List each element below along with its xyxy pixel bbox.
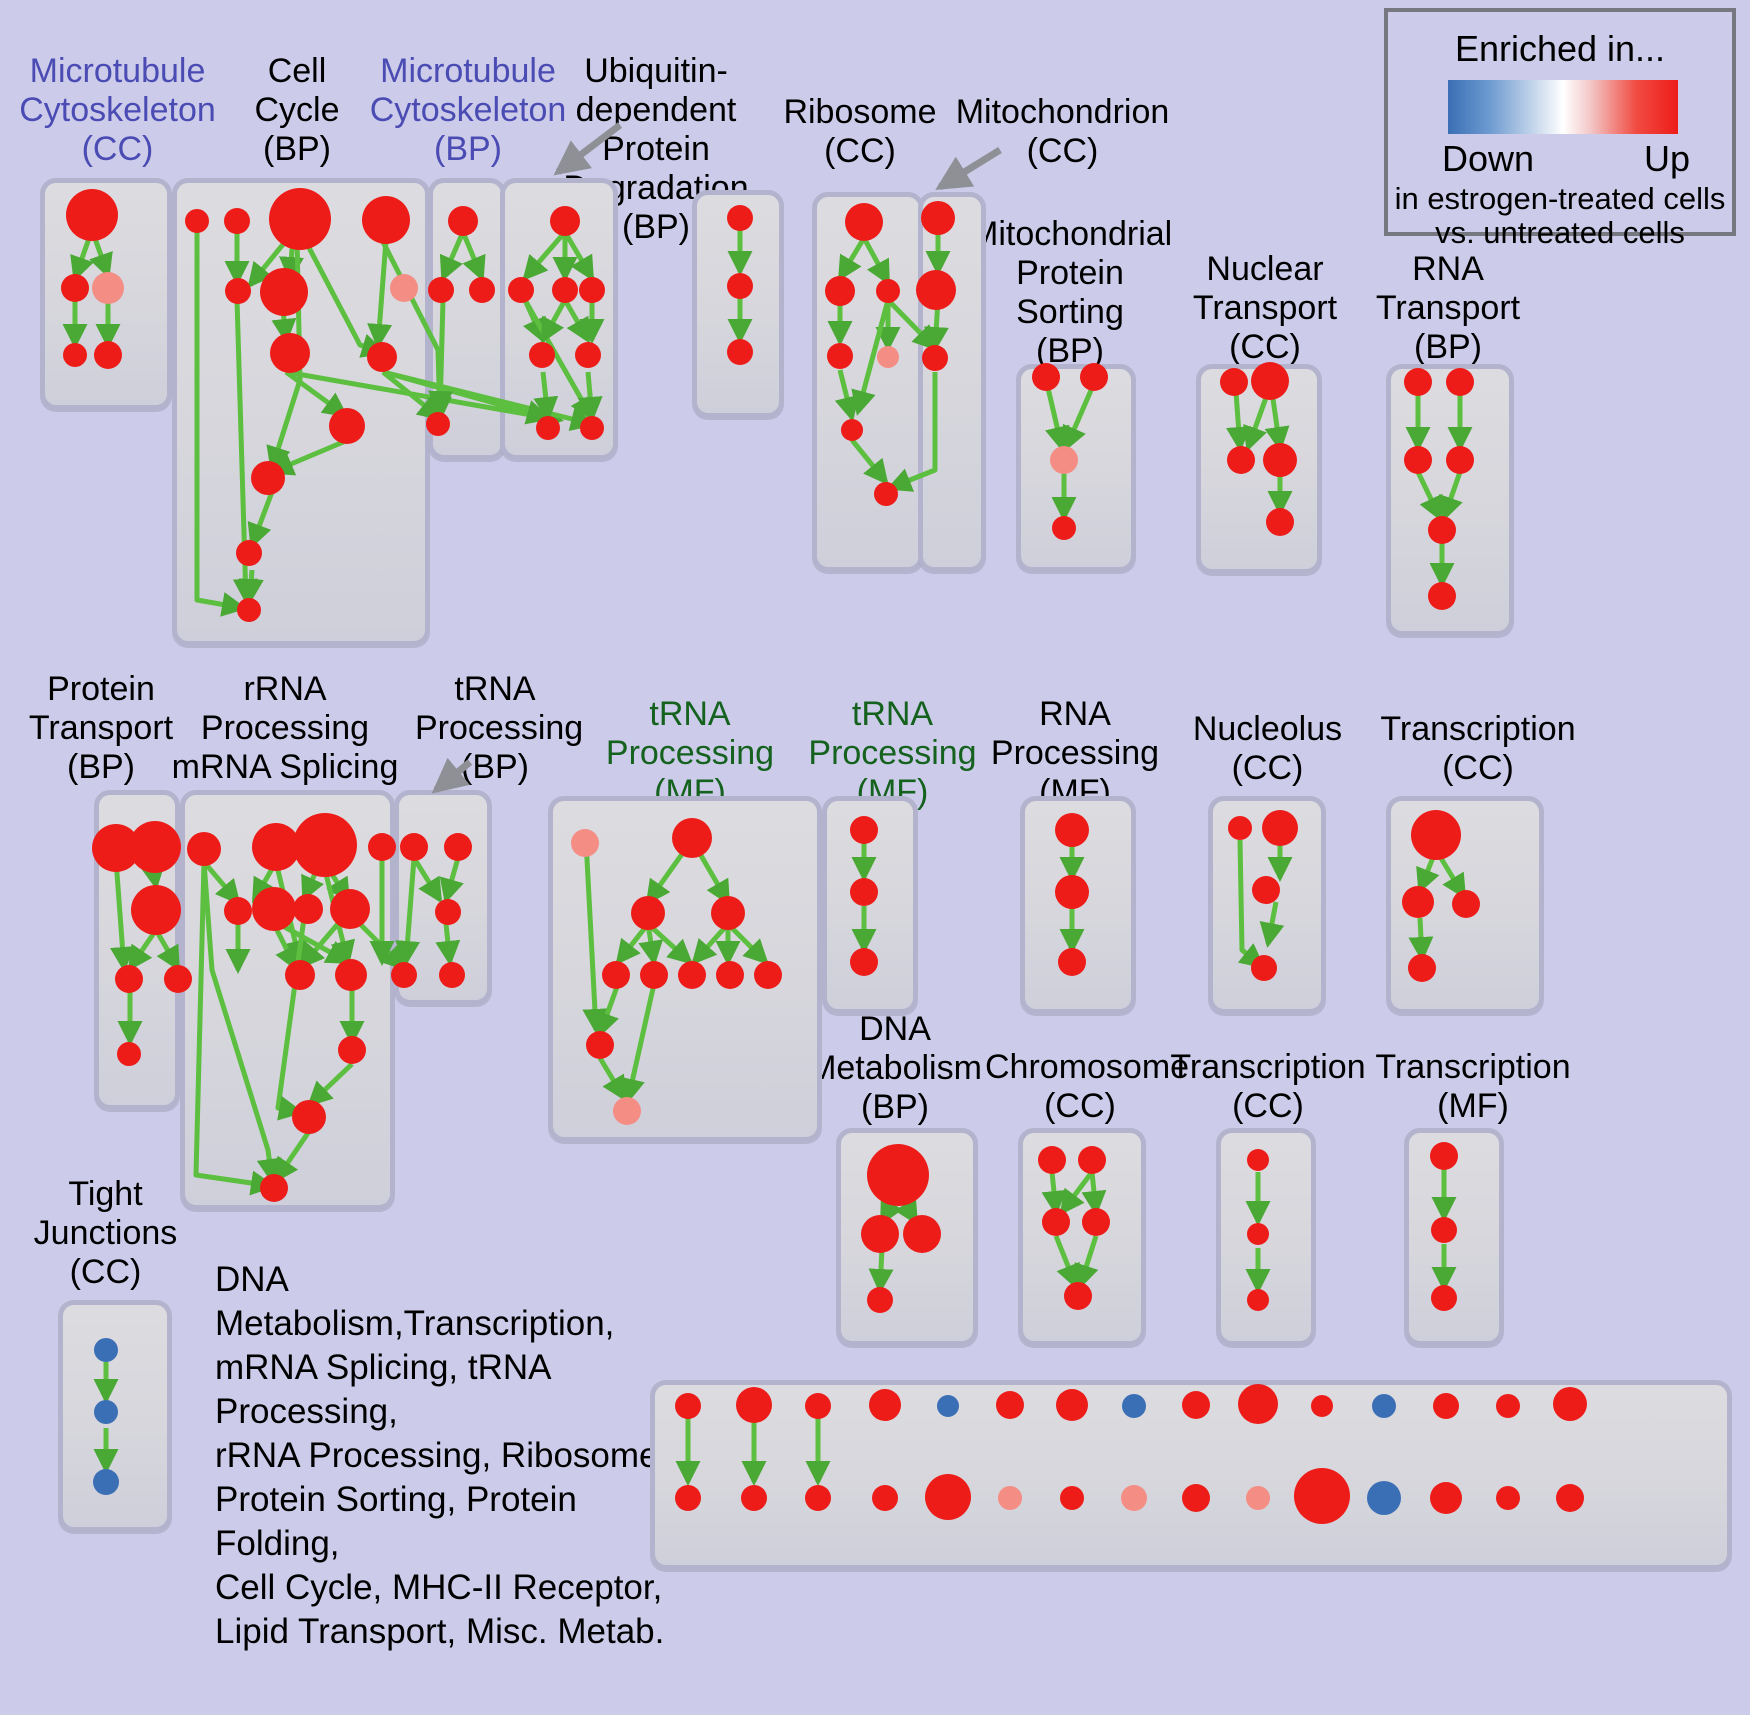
cluster-box-mixed-unlabeled-strip[interactable] [650, 1380, 1732, 1570]
cluster-box-ubiquitin-chain-bp[interactable] [692, 190, 784, 418]
cluster-box-ubiquitin-degradation-bp[interactable] [500, 178, 618, 460]
cluster-label-cell-cycle-bp: Cell Cycle (BP) [254, 52, 340, 168]
legend-title: Enriched in... [1454, 28, 1666, 69]
legend-colorbar [1448, 80, 1678, 134]
cluster-label-ribosome-cc: Ribosome (CC) [783, 93, 937, 170]
cluster-box-mitochondrion-cc[interactable] [918, 192, 986, 572]
cluster-box-protein-transport-bp[interactable] [94, 790, 180, 1110]
cluster-box-transcription-cc-top[interactable] [1386, 796, 1544, 1014]
cluster-box-microtubule-cytoskeleton-bp[interactable] [428, 178, 506, 460]
cluster-box-nucleolus-cc[interactable] [1208, 796, 1326, 1014]
cluster-label-tight-junctions-cc: Tight Junctions (CC) [33, 1175, 178, 1291]
cluster-label-nucleolus-cc: Nucleolus (CC) [1192, 710, 1343, 787]
cluster-label-trna-processing-bp: tRNA Processing (BP) [415, 670, 584, 786]
cluster-label-mitochondrion-cc: Mitochondrion (CC) [955, 93, 1170, 170]
cluster-box-rna-processing-mf[interactable] [1020, 796, 1136, 1014]
cluster-label-mitochondrial-protein-sorting-bp: Mitochondrial Protein Sorting (BP) [970, 215, 1173, 370]
cluster-label-rna-transport-bp: RNA Transport (BP) [1375, 250, 1521, 366]
mixed-category-list: DNA Metabolism,Transcription, mRNA Splic… [215, 1260, 669, 1651]
cluster-label-rna-processing-mf: RNA Processing (MF) [990, 695, 1160, 811]
cluster-box-rrna-mrna-splicing-bp[interactable] [180, 790, 395, 1210]
legend-down-label: Down [1442, 138, 1535, 179]
cluster-label-microtubule-cytoskeleton-cc: Microtubule Cytoskeleton (CC) [19, 52, 216, 168]
cluster-label-trna-processing-mf-1: tRNA Processing (MF) [605, 695, 775, 811]
cluster-box-dna-metabolism-bp[interactable] [836, 1128, 978, 1346]
cluster-label-chromosome-cc: Chromosome (CC) [985, 1048, 1190, 1125]
legend-panel: Enriched in... Down Up in estrogen-treat… [1384, 8, 1736, 250]
cluster-box-rna-transport-bp[interactable] [1386, 364, 1514, 636]
cluster-label-transcription-cc-top: Transcription (CC) [1380, 710, 1576, 787]
cluster-box-ribosome-cc[interactable] [812, 192, 924, 572]
cluster-box-transcription-mf[interactable] [1404, 1128, 1504, 1346]
cluster-box-trna-processing-mf-1[interactable] [548, 796, 822, 1142]
cluster-label-nuclear-transport-cc: Nuclear Transport (CC) [1192, 250, 1338, 366]
cluster-label-microtubule-cytoskeleton-bp: Microtubule Cytoskeleton (BP) [369, 52, 567, 168]
pointer-arrow-ubiquitin [553, 122, 623, 176]
cluster-label-dna-metabolism-bp: DNA Metabolism (BP) [808, 1010, 982, 1126]
pointer-arrow-trna-bp [431, 757, 473, 794]
cluster-box-transcription-cc-bottom[interactable] [1216, 1128, 1316, 1346]
cluster-label-transcription-cc-bottom: Transcription (CC) [1170, 1048, 1366, 1125]
pointer-arrow-mitochondrion [935, 147, 1002, 190]
legend-subtitle-line-2: vs. untreated cells [1435, 215, 1685, 250]
cluster-label-transcription-mf: Transcription (MF) [1375, 1048, 1571, 1125]
legend-subtitle-line-1: in estrogen-treated cells [1394, 181, 1726, 216]
cluster-box-tight-junctions-cc[interactable] [58, 1300, 172, 1532]
cluster-box-nuclear-transport-cc[interactable] [1196, 364, 1322, 574]
cluster-box-mitochondrial-protein-sorting-bp[interactable] [1016, 364, 1136, 572]
cluster-label-trna-processing-mf-2: tRNA Processing (MF) [808, 695, 977, 811]
cluster-box-trna-processing-bp[interactable] [394, 790, 492, 1005]
cluster-box-cell-cycle-bp[interactable] [172, 178, 430, 646]
cluster-label-protein-transport-bp: Protein Transport (BP) [28, 670, 174, 786]
cluster-box-chromosome-cc[interactable] [1018, 1128, 1146, 1346]
legend-up-label: Up [1643, 138, 1690, 179]
cluster-box-microtubule-cytoskeleton-cc[interactable] [40, 178, 172, 410]
cluster-box-trna-processing-mf-2[interactable] [822, 796, 918, 1014]
